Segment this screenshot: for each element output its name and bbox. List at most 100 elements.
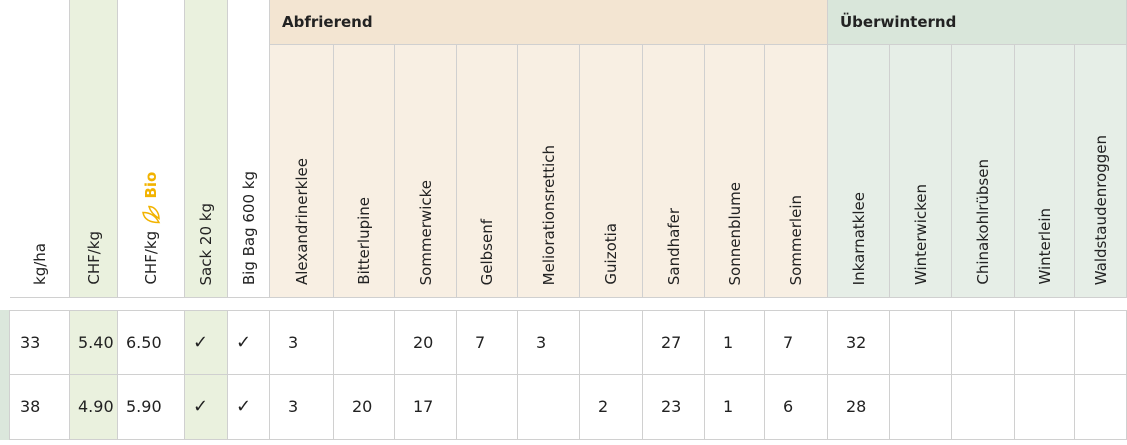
column-text: Alexandrinerklee (292, 157, 311, 285)
bio-badge: Bio (142, 172, 160, 200)
column-label: Sandhafer (665, 208, 683, 285)
column-text: Winterlein (1035, 208, 1054, 285)
column-label: Sommerlein (787, 195, 805, 285)
column-text: kg/ha (30, 243, 49, 285)
column-text: CHF/kg (142, 231, 160, 285)
leaf-icon (142, 206, 161, 225)
data-cell: 7 (765, 310, 828, 375)
column-header: CHF/kg (70, 0, 118, 298)
column-header: Chinakohlrübsen (952, 45, 1015, 298)
column-text: CHF/kg (84, 231, 103, 285)
data-cell: 38 (10, 375, 70, 440)
column-text: Sonnenblume (725, 181, 744, 285)
column-label: kg/ha (31, 243, 49, 285)
data-cell: 2 (580, 375, 643, 440)
data-cell (952, 310, 1015, 375)
column-label: Inkarnatklee (850, 192, 868, 285)
column-header: Guizotia (580, 45, 643, 298)
column-header: Winterwicken (890, 45, 952, 298)
data-cell (580, 310, 643, 375)
column-text: Sommerlein (787, 194, 805, 285)
data-cell: 4.90 (70, 375, 118, 440)
column-text: Gelbsenf (478, 218, 496, 285)
group-header: Überwinternd (828, 0, 1127, 45)
column-text: Bitterlupine (355, 197, 373, 285)
column-header: Gelbsenf (457, 45, 518, 298)
column-text: Sandhafer (664, 207, 683, 285)
column-header: Inkarnatklee (828, 45, 890, 298)
column-label: Sommerwicke (417, 180, 435, 285)
row-marker (0, 310, 10, 440)
column-text: Waldstaudenroggen (1091, 134, 1110, 285)
data-cell: 17 (395, 375, 457, 440)
column-label: CHF/kg Bio (141, 172, 161, 285)
data-cell: ✓ (228, 310, 270, 375)
column-header: CHF/kg Bio (118, 0, 185, 298)
data-cell (1015, 375, 1075, 440)
data-cell (457, 375, 518, 440)
column-text: Meliorationsrettich (539, 144, 558, 285)
data-cell: 3 (270, 310, 334, 375)
column-label: Winterwicken (912, 184, 930, 285)
data-cell: 3 (270, 375, 334, 440)
data-cell (334, 310, 395, 375)
column-header: Sack 20 kg (185, 0, 228, 298)
data-cell (890, 310, 952, 375)
data-cell: 3 (518, 310, 580, 375)
data-cell: 23 (643, 375, 705, 440)
data-cell (518, 375, 580, 440)
column-label: Alexandrinerklee (293, 158, 311, 285)
column-label: Winterlein (1036, 208, 1054, 285)
column-header: Sandhafer (643, 45, 705, 298)
column-label: Bitterlupine (355, 197, 373, 285)
column-label: Waldstaudenroggen (1092, 135, 1110, 285)
data-cell (890, 375, 952, 440)
column-text: Inkarnatklee (849, 191, 868, 285)
column-header: Winterlein (1015, 45, 1075, 298)
column-header: Bitterlupine (334, 45, 395, 298)
data-cell: ✓ (185, 310, 228, 375)
data-cell: ✓ (228, 375, 270, 440)
column-text: Big Bag 600 kg (239, 170, 258, 285)
data-cell: 20 (395, 310, 457, 375)
data-cell (1015, 310, 1075, 375)
column-header: kg/ha (10, 0, 70, 298)
data-cell: 27 (643, 310, 705, 375)
column-label: CHF/kg (85, 231, 103, 285)
column-header: Meliorationsrettich (518, 45, 580, 298)
column-text: Guizotia (602, 223, 620, 285)
data-cell: 20 (334, 375, 395, 440)
column-label: Gelbsenf (478, 219, 496, 285)
group-header: Abfrierend (270, 0, 828, 45)
data-cell (1075, 310, 1127, 375)
data-cell (952, 375, 1015, 440)
data-cell (1075, 375, 1127, 440)
data-cell: 5.40 (70, 310, 118, 375)
data-cell: 7 (457, 310, 518, 375)
column-label: Sack 20 kg (197, 203, 215, 285)
column-text: Chinakohlrübsen (974, 159, 992, 285)
column-label: Guizotia (602, 223, 620, 285)
column-text: Sack 20 kg (197, 202, 215, 285)
column-header: Waldstaudenroggen (1075, 45, 1127, 298)
data-cell: 6 (765, 375, 828, 440)
data-cell: 32 (828, 310, 890, 375)
column-text: Winterwicken (911, 183, 930, 285)
data-cell: 33 (10, 310, 70, 375)
column-header: Sonnenblume (705, 45, 765, 298)
column-header: Alexandrinerklee (270, 45, 334, 298)
column-header: Big Bag 600 kg (228, 0, 270, 298)
column-label: Sonnenblume (726, 182, 744, 285)
data-cell: 1 (705, 375, 765, 440)
column-label: Big Bag 600 kg (240, 171, 258, 285)
data-cell: 5.90 (118, 375, 185, 440)
column-label: Chinakohlrübsen (974, 159, 992, 285)
data-cell: ✓ (185, 375, 228, 440)
column-label: Meliorationsrettich (540, 145, 558, 285)
column-header: Sommerlein (765, 45, 828, 298)
data-cell: 28 (828, 375, 890, 440)
data-cell: 1 (705, 310, 765, 375)
column-text: Sommerwicke (416, 179, 435, 285)
data-cell: 6.50 (118, 310, 185, 375)
